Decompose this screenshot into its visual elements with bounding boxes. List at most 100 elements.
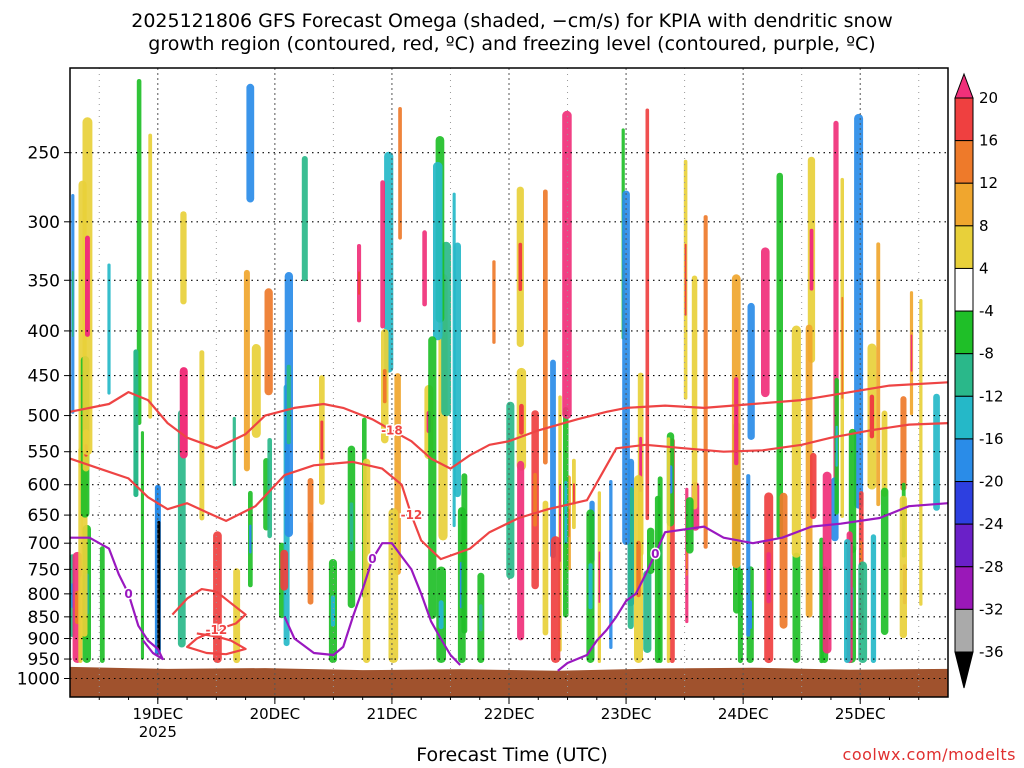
colorbar-level-label: -32 bbox=[979, 600, 1004, 618]
colorbar-level-label: 12 bbox=[979, 174, 998, 192]
omega-streak bbox=[691, 275, 698, 510]
omega-streak bbox=[819, 537, 824, 664]
x-tick-label: 19DEC bbox=[133, 705, 184, 723]
omega-core bbox=[598, 551, 601, 603]
colorbar-level-label: 8 bbox=[979, 217, 989, 235]
omega-streak bbox=[433, 161, 443, 341]
credit-link[interactable]: coolwx.com/modelts bbox=[842, 745, 1016, 764]
snow-growth-contour bbox=[171, 588, 247, 656]
colorbar-level-label: 20 bbox=[979, 89, 998, 107]
omega-streak bbox=[243, 269, 250, 472]
omega-streak bbox=[388, 508, 399, 663]
freezing-level-contour-label: 0 bbox=[368, 552, 376, 566]
omega-streak bbox=[267, 438, 272, 539]
ground-terrain bbox=[70, 666, 948, 697]
colorbar-segment bbox=[954, 140, 974, 184]
omega-streak bbox=[622, 190, 630, 545]
colorbar-level-label: -20 bbox=[979, 473, 1004, 491]
omega-streak bbox=[180, 211, 187, 305]
colorbar-level-label: -36 bbox=[979, 643, 1004, 661]
omega-core bbox=[533, 472, 537, 527]
snow-growth-contour bbox=[69, 381, 949, 470]
omega-streak bbox=[647, 527, 655, 575]
snow-growth-contour-label: -12 bbox=[205, 623, 227, 637]
y-tick-label: 650 bbox=[28, 506, 60, 526]
omega-streak bbox=[880, 487, 889, 635]
omega-streak bbox=[251, 344, 261, 438]
x-tick-label: 23DEC bbox=[601, 705, 652, 723]
omega-streak bbox=[779, 492, 788, 629]
chart-title-line1: 2025121806 GFS Forecast Omega (shaded, −… bbox=[131, 10, 893, 32]
freezing-level-contour-label: 0 bbox=[651, 547, 659, 561]
omega-streak bbox=[492, 260, 496, 344]
y-tick-label: 600 bbox=[28, 476, 60, 496]
y-tick-label: 550 bbox=[28, 443, 60, 463]
snow-growth-contour bbox=[69, 422, 949, 561]
omega-core bbox=[588, 563, 593, 610]
omega-streak bbox=[844, 539, 851, 663]
omega-streak bbox=[550, 359, 556, 559]
omega-streak bbox=[854, 113, 864, 509]
colorbar-segment bbox=[954, 310, 974, 355]
omega-streak bbox=[280, 549, 289, 591]
x-axis-label: Forecast Time (UTC) bbox=[416, 744, 608, 766]
omega-streak bbox=[746, 474, 751, 637]
omega-streak bbox=[301, 156, 308, 282]
colorbar-segment bbox=[954, 97, 974, 142]
freezing-level-contour bbox=[283, 542, 461, 666]
colorbar-level-label: -8 bbox=[979, 345, 994, 363]
omega-core bbox=[382, 369, 387, 404]
colorbar-level-label: -12 bbox=[979, 387, 1004, 405]
y-tick-label: 800 bbox=[28, 585, 60, 605]
y-tick-label: 250 bbox=[28, 144, 60, 164]
omega-core bbox=[249, 524, 252, 554]
omega-streak bbox=[542, 500, 549, 636]
colorbar-segment bbox=[954, 182, 974, 227]
y-tick-label: 300 bbox=[28, 213, 60, 233]
omega-streak bbox=[643, 570, 652, 653]
omega-streak bbox=[900, 396, 907, 491]
colorbar-level-label: -28 bbox=[979, 558, 1004, 576]
y-tick-label: 350 bbox=[28, 271, 60, 291]
omega-streak bbox=[822, 471, 832, 654]
omega-core bbox=[320, 420, 324, 460]
omega-core bbox=[564, 480, 568, 544]
omega-streak bbox=[517, 460, 525, 641]
colorbar-level-label: -24 bbox=[979, 515, 1004, 533]
omega-streak bbox=[398, 107, 402, 240]
omega-streak bbox=[148, 133, 153, 419]
omega-core bbox=[286, 364, 291, 445]
colorbar-segment bbox=[954, 608, 974, 653]
colorbar-segment bbox=[954, 225, 974, 269]
omega-core bbox=[330, 595, 335, 627]
omega-streak bbox=[858, 561, 868, 663]
omega-streak bbox=[876, 242, 881, 507]
x-tick-label: 24DEC bbox=[718, 705, 769, 723]
omega-streak bbox=[737, 568, 743, 664]
omega-streak bbox=[461, 473, 468, 634]
omega-shading bbox=[70, 79, 940, 664]
omega-streak bbox=[264, 288, 273, 396]
omega-streak bbox=[609, 480, 613, 649]
omega-core bbox=[358, 271, 360, 295]
omega-core bbox=[479, 604, 483, 632]
colorbar-segment bbox=[954, 481, 974, 525]
omega-streak bbox=[747, 302, 755, 440]
y-tick-label: 750 bbox=[28, 560, 60, 580]
y-tick-label: 500 bbox=[28, 407, 60, 427]
omega-streak bbox=[99, 546, 105, 663]
colorbar-level-label: -16 bbox=[979, 430, 1004, 448]
x-tick-label: 25DEC bbox=[835, 705, 886, 723]
colorbar-segment bbox=[954, 523, 974, 568]
omega-core bbox=[835, 425, 838, 467]
omega-streak bbox=[246, 83, 255, 203]
omega-streak bbox=[791, 325, 801, 558]
omega-streak bbox=[919, 299, 923, 606]
omega-core bbox=[841, 296, 844, 399]
omega-core bbox=[636, 540, 641, 598]
freezing-level-contour bbox=[70, 536, 164, 661]
freezing-level-contour-label: 0 bbox=[124, 587, 132, 601]
colorbar: 20 16 12 8 4 -4 -8 -12 -16 -20 -24 -28 -32 -36 bbox=[954, 72, 1004, 689]
omega-streak bbox=[454, 242, 461, 498]
omega-core bbox=[438, 600, 444, 630]
